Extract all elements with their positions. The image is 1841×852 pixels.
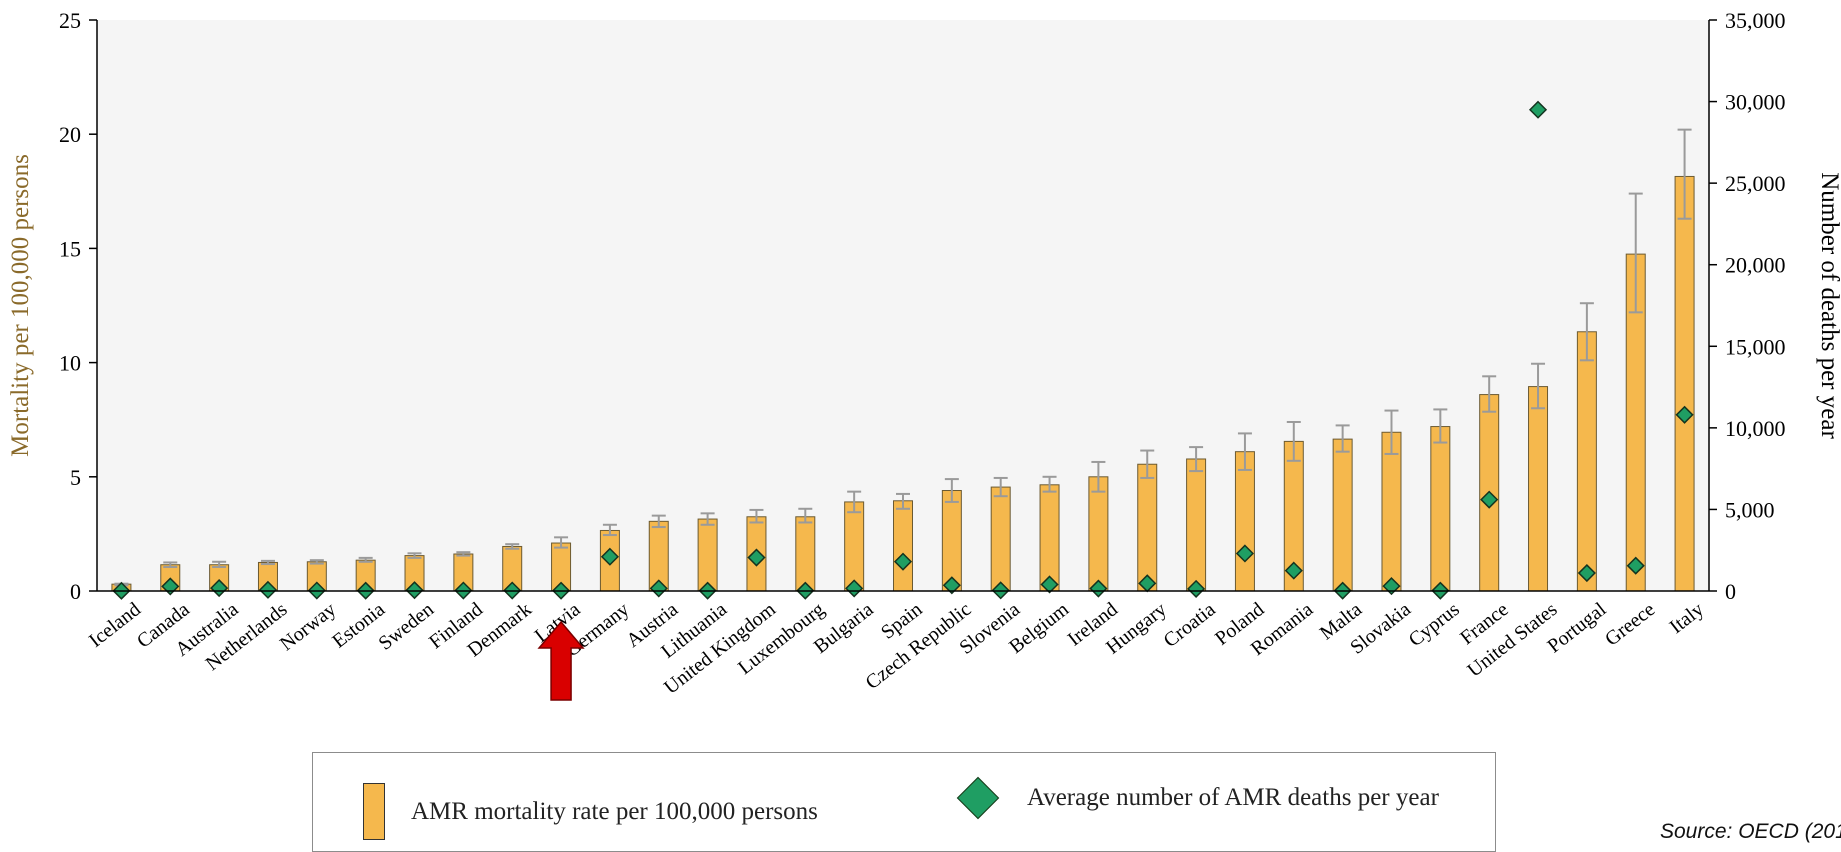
bar bbox=[844, 501, 865, 592]
x-tick-label: Greece bbox=[1601, 598, 1659, 650]
x-tick-label: Croatia bbox=[1160, 598, 1220, 652]
diamond-point bbox=[1284, 561, 1303, 580]
diamond-point bbox=[649, 579, 668, 598]
legend-diamond-label: Average number of AMR deaths per year bbox=[1027, 784, 1439, 811]
y-tick-label-right: 30,000 bbox=[1725, 90, 1786, 115]
diamond-point bbox=[942, 576, 961, 595]
diamond-point bbox=[1382, 577, 1401, 596]
bar bbox=[1039, 484, 1060, 592]
diamond-point bbox=[258, 580, 278, 599]
bar bbox=[1528, 386, 1549, 592]
y-axis-title-right: Number of deaths per year bbox=[1816, 172, 1841, 439]
legend-item-bar: AMR mortality rate per 100,000 persons bbox=[363, 783, 818, 840]
bar bbox=[1674, 175, 1695, 592]
x-tick-label: Sweden bbox=[375, 598, 438, 654]
highlight-arrow-icon bbox=[537, 620, 585, 701]
x-tick-label: Norway bbox=[276, 598, 340, 655]
diamond-point bbox=[845, 579, 864, 598]
diamond-point bbox=[1675, 405, 1694, 424]
x-tick-label: Italy bbox=[1666, 598, 1708, 638]
diamond-point bbox=[210, 579, 229, 598]
diamond-point bbox=[1089, 579, 1108, 598]
y-tick-label-right: 0 bbox=[1725, 579, 1736, 604]
diamond-point bbox=[1626, 556, 1645, 575]
x-tick-label: Iceland bbox=[85, 598, 145, 652]
legend: AMR mortality rate per 100,000 persons A… bbox=[312, 752, 1496, 852]
y-tick-label-left: 10 bbox=[59, 351, 81, 376]
legend-bar-label: AMR mortality rate per 100,000 persons bbox=[411, 797, 818, 825]
legend-bar-swatch bbox=[363, 783, 385, 840]
y-axis-title-left: Mortality per 100,000 persons bbox=[7, 154, 34, 457]
legend-diamond-swatch bbox=[956, 776, 1000, 820]
bar bbox=[1088, 476, 1109, 592]
y-tick-label-right: 25,000 bbox=[1725, 171, 1786, 196]
y-tick-label-left: 20 bbox=[59, 122, 81, 147]
bar bbox=[893, 500, 913, 592]
diamond-point bbox=[893, 552, 913, 571]
y-tick-label-left: 25 bbox=[59, 8, 81, 33]
diamond-point bbox=[747, 548, 766, 567]
diamond-point bbox=[600, 547, 619, 566]
bar bbox=[990, 486, 1011, 592]
bar bbox=[795, 516, 816, 592]
y-tick-label-right: 5,000 bbox=[1725, 497, 1775, 522]
bar bbox=[697, 518, 718, 592]
bar bbox=[941, 490, 962, 592]
y-tick-label-right: 15,000 bbox=[1725, 334, 1786, 359]
bar bbox=[1186, 458, 1207, 592]
diamond-point bbox=[1577, 563, 1596, 583]
y-tick-label-right: 35,000 bbox=[1725, 8, 1786, 33]
diamond-point bbox=[1187, 579, 1206, 598]
y-tick-label-left: 15 bbox=[59, 236, 81, 261]
y-tick-label-left: 5 bbox=[70, 465, 81, 490]
x-tick-label: Cyprus bbox=[1405, 598, 1464, 651]
bar bbox=[1381, 431, 1402, 592]
y-tick-label-right: 10,000 bbox=[1725, 416, 1786, 441]
diamond-point bbox=[1040, 575, 1059, 594]
legend-item-diamond: Average number of AMR deaths per year bbox=[955, 776, 1439, 820]
source-note: Source: OECD (2018) bbox=[1660, 820, 1841, 843]
bar bbox=[1430, 426, 1451, 592]
diamond-point bbox=[1480, 490, 1499, 509]
bar bbox=[1234, 451, 1255, 592]
y-tick-label-right: 20,000 bbox=[1725, 253, 1786, 278]
diamond-point bbox=[1235, 544, 1255, 563]
diamond-point bbox=[405, 581, 424, 600]
diamond-point bbox=[1528, 100, 1548, 119]
bar bbox=[1576, 331, 1597, 592]
y-tick-label-left: 0 bbox=[70, 579, 81, 604]
bar bbox=[1332, 438, 1353, 592]
bar bbox=[1137, 463, 1158, 592]
